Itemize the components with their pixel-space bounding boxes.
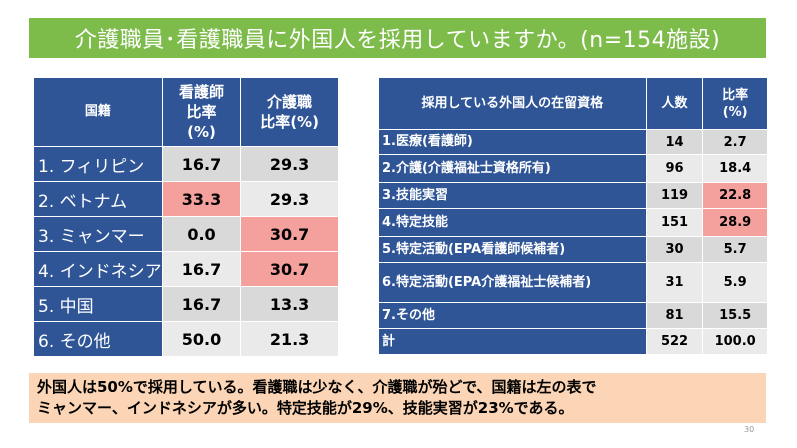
header-nurse-line2: 比率 (186, 103, 217, 121)
table-row: 6.特定活動(EPA介護福祉士候補者) 31 5.9 (378, 262, 768, 303)
status-label-cell: 5.特定活動(EPA看護師候補者) (378, 236, 647, 263)
table-row: 1. フィリピン 16.7 29.3 (33, 146, 339, 182)
page-number: 30 (744, 425, 755, 434)
status-label-cell: 3.技能実習 (378, 182, 647, 209)
header-nurse-ratio: 看護師 比率 (%) (161, 77, 242, 147)
ratio-cell-highlight: 22.8 (702, 182, 768, 209)
country-cell: 2. ベトナム (33, 181, 163, 217)
summary-line-1: 外国人は50%で採用している。看護職は少なく、介護職が殆どで、国籍は左の表で (37, 378, 597, 396)
nationality-table: 国籍 看護師 比率 (%) 介護職 比率(%) 1. フィリピン 16.7 29… (33, 77, 339, 357)
nurse-ratio-cell: 16.7 (161, 251, 242, 287)
country-cell: 5. 中国 (33, 286, 163, 322)
header-ratio-line1: 比率 (722, 87, 749, 103)
status-label-cell: 2.介護(介護福祉士資格所有) (378, 154, 647, 183)
table-row: 5. 中国 16.7 13.3 (33, 286, 339, 322)
count-cell: 81 (645, 302, 704, 329)
summary-line-2: ミャンマー、インドネシアが多い。特定技能が29%、技能実習が23%である。 (37, 399, 574, 417)
care-ratio-cell-highlight: 30.7 (240, 251, 339, 287)
nurse-ratio-cell: 16.7 (161, 146, 242, 182)
residence-status-table: 採用している外国人の在留資格 人数 比率 (%) 1.医療(看護師) 14 2.… (378, 77, 768, 355)
nurse-ratio-cell: 50.0 (161, 321, 242, 357)
ratio-cell: 5.9 (702, 262, 768, 303)
table-row: 1.医療(看護師) 14 2.7 (378, 129, 768, 155)
nurse-ratio-cell-highlight: 33.3 (161, 181, 242, 217)
count-cell: 14 (645, 129, 704, 155)
care-ratio-cell: 21.3 (240, 321, 339, 357)
ratio-cell: 15.5 (702, 302, 768, 329)
header-care-ratio: 介護職 比率(%) (240, 77, 339, 147)
ratio-cell: 2.7 (702, 129, 768, 155)
header-nurse-line3: (%) (187, 123, 216, 141)
summary-box: 外国人は50%で採用している。看護職は少なく、介護職が殆どで、国籍は左の表で ミ… (29, 373, 766, 423)
country-cell: 6. その他 (33, 321, 163, 357)
count-cell: 119 (645, 182, 704, 209)
header-status: 採用している外国人の在留資格 (378, 77, 647, 130)
header-care-line2: 比率(%) (260, 113, 319, 131)
header-care-line1: 介護職 (267, 93, 313, 111)
header-ratio: 比率 (%) (702, 77, 768, 130)
care-ratio-cell: 13.3 (240, 286, 339, 322)
count-cell: 31 (645, 262, 704, 303)
table-row: 3.技能実習 119 22.8 (378, 182, 768, 209)
table-row: 7.その他 81 15.5 (378, 302, 768, 329)
header-count: 人数 (645, 77, 704, 130)
ratio-cell: 18.4 (702, 154, 768, 183)
table-row: 2.介護(介護福祉士資格所有) 96 18.4 (378, 154, 768, 183)
table-header-row: 採用している外国人の在留資格 人数 比率 (%) (378, 77, 768, 130)
header-country: 国籍 (33, 77, 163, 147)
count-cell: 30 (645, 236, 704, 263)
table-row: 4. インドネシア 16.7 30.7 (33, 251, 339, 287)
table-row: 5.特定活動(EPA看護師候補者) 30 5.7 (378, 236, 768, 263)
care-ratio-cell: 29.3 (240, 181, 339, 217)
table-row: 2. ベトナム 33.3 29.3 (33, 181, 339, 217)
table-row: 3. ミャンマー 0.0 30.7 (33, 216, 339, 252)
table-row-total: 計 522 100.0 (378, 328, 768, 355)
table-row: 6. その他 50.0 21.3 (33, 321, 339, 357)
page-title: 介護職員･看護職員に外国人を採用していますか。(n=154施設) (29, 18, 766, 58)
header-ratio-line2: (%) (722, 104, 748, 120)
nurse-ratio-cell: 16.7 (161, 286, 242, 322)
care-ratio-cell-highlight: 30.7 (240, 216, 339, 252)
care-ratio-cell: 29.3 (240, 146, 339, 182)
nurse-ratio-cell: 0.0 (161, 216, 242, 252)
count-cell: 151 (645, 208, 704, 237)
status-label-cell: 1.医療(看護師) (378, 129, 647, 155)
table-header-row: 国籍 看護師 比率 (%) 介護職 比率(%) (33, 77, 339, 147)
header-nurse-line1: 看護師 (178, 83, 224, 101)
status-label-cell: 7.その他 (378, 302, 647, 329)
ratio-cell-highlight: 28.9 (702, 208, 768, 237)
status-label-cell: 4.特定技能 (378, 208, 647, 237)
table-row: 4.特定技能 151 28.9 (378, 208, 768, 237)
ratio-cell: 5.7 (702, 236, 768, 263)
country-cell: 1. フィリピン (33, 146, 163, 182)
count-cell: 96 (645, 154, 704, 183)
ratio-cell-total: 100.0 (702, 328, 768, 355)
country-cell: 3. ミャンマー (33, 216, 163, 252)
count-cell-total: 522 (645, 328, 704, 355)
status-label-cell-total: 計 (378, 328, 647, 355)
status-label-cell: 6.特定活動(EPA介護福祉士候補者) (378, 262, 647, 303)
country-cell: 4. インドネシア (33, 251, 163, 287)
